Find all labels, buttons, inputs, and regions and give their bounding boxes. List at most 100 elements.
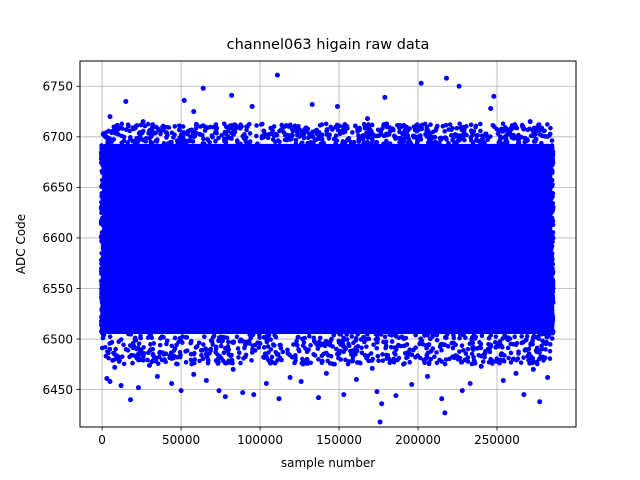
data-point [396, 136, 402, 141]
data-point [387, 360, 393, 366]
data-point [118, 125, 124, 131]
data-point [536, 122, 541, 128]
data-point [534, 361, 540, 367]
data-point [358, 360, 363, 366]
data-point [280, 349, 286, 355]
data-point [550, 322, 555, 328]
data-point [462, 357, 468, 363]
data-point [414, 141, 420, 146]
data-point [121, 134, 127, 140]
data-point [437, 140, 442, 145]
data-point [349, 358, 355, 364]
data-point [368, 351, 374, 356]
data-point [218, 343, 224, 349]
data-point [407, 139, 413, 145]
data-point [417, 341, 422, 347]
data-point [236, 350, 242, 356]
data-point [116, 359, 122, 364]
data-point [319, 360, 325, 365]
data-point [306, 333, 312, 339]
data-point [366, 133, 371, 138]
data-point [382, 94, 388, 100]
data-point [210, 124, 216, 130]
data-point [282, 137, 288, 143]
data-point [276, 396, 282, 402]
data-point [380, 126, 385, 131]
data-point [358, 337, 364, 342]
data-point [353, 376, 359, 382]
data-point [413, 332, 418, 338]
data-point [479, 333, 485, 338]
data-point [132, 335, 138, 341]
data-point [191, 371, 197, 377]
data-point [343, 357, 348, 363]
data-point [547, 356, 553, 361]
data-point [334, 351, 340, 357]
data-point [274, 72, 280, 78]
data-point [369, 122, 375, 128]
data-point [482, 354, 487, 360]
data-point [375, 353, 381, 359]
data-point [375, 340, 380, 345]
data-point [293, 137, 299, 143]
data-point [140, 358, 146, 363]
data-point [285, 123, 291, 129]
data-point [208, 348, 213, 354]
data-point [549, 296, 554, 301]
data-point [165, 141, 171, 146]
data-point [100, 307, 106, 312]
data-point [310, 134, 316, 140]
data-point [241, 136, 247, 141]
data-point [100, 195, 105, 201]
data-point [350, 355, 356, 360]
data-point [177, 349, 183, 355]
data-point [261, 345, 267, 350]
data-point [543, 347, 548, 352]
data-point [273, 334, 279, 340]
data-point [547, 342, 553, 347]
data-point [387, 141, 393, 146]
data-point [430, 129, 436, 135]
data-point [296, 133, 302, 139]
data-point [537, 332, 543, 337]
data-point [263, 354, 269, 360]
data-point [200, 85, 206, 91]
chart-title: channel063 higain raw data [227, 37, 430, 53]
data-point [523, 347, 528, 352]
data-point [315, 346, 321, 351]
data-point [261, 335, 267, 340]
data-point [98, 266, 104, 271]
data-point [277, 355, 283, 361]
data-point [192, 350, 197, 356]
data-point [334, 346, 339, 352]
data-point [180, 133, 186, 138]
data-point [238, 122, 243, 128]
data-point [147, 331, 152, 337]
data-point [451, 335, 457, 341]
data-point [265, 344, 271, 349]
data-point [174, 342, 179, 348]
data-point [250, 343, 256, 348]
data-point [99, 300, 105, 305]
data-point [370, 132, 376, 137]
data-point [549, 138, 555, 143]
data-point [512, 125, 518, 130]
data-point [478, 128, 483, 134]
data-point [459, 343, 465, 348]
data-point [335, 127, 341, 133]
data-point [249, 350, 255, 355]
data-point [254, 123, 259, 128]
data-point [497, 339, 503, 344]
data-point [148, 342, 153, 347]
data-point [537, 399, 543, 405]
data-point [470, 140, 476, 145]
data-point [457, 335, 462, 341]
data-point [265, 135, 271, 141]
data-point [413, 345, 418, 350]
data-point [150, 122, 156, 128]
data-point [267, 131, 272, 137]
data-point [485, 137, 490, 143]
data-point [202, 128, 208, 133]
data-point [202, 334, 207, 339]
data-point [383, 339, 389, 345]
